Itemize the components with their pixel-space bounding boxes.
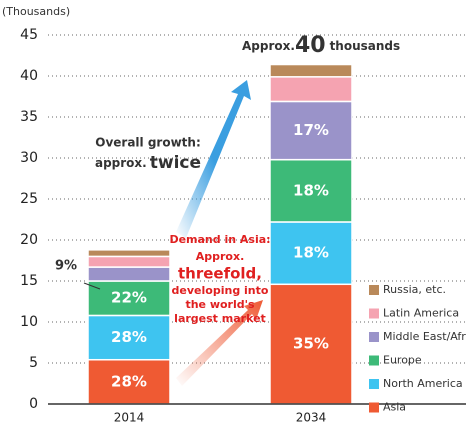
bar-segment <box>269 221 353 286</box>
data-label: 18% <box>293 181 329 199</box>
total-suffix: thousands <box>330 39 401 53</box>
bar-segment <box>87 280 171 317</box>
unit-label: (Thousands) <box>2 5 70 18</box>
data-label: 18% <box>293 244 329 262</box>
growth-line: approx. twice <box>95 153 201 173</box>
data-label: 22% <box>111 289 147 307</box>
asia-annotation-line: threefold, <box>178 265 262 283</box>
y-tick-label: 40 <box>20 68 38 84</box>
y-tick-label: 5 <box>29 355 38 371</box>
total-annotation: Approx.40 thousands <box>242 33 400 58</box>
legend-swatch <box>369 308 379 319</box>
asia-annotation-line: the world's <box>185 298 255 311</box>
legend-label: North America <box>383 377 463 390</box>
x-tick-label: 2014 <box>114 411 145 425</box>
data-label: 28% <box>111 328 147 346</box>
data-label: 35% <box>293 335 329 353</box>
growth-emphasis: twice <box>150 153 201 173</box>
y-tick-label: 0 <box>29 396 38 412</box>
asia-annotation-line: largest market <box>174 312 266 325</box>
asia-annotation-line: developing into <box>172 284 269 297</box>
y-tick-label: 35 <box>20 109 38 125</box>
data-label: 17% <box>293 121 329 139</box>
y-tick-label: 45 <box>20 27 38 43</box>
x-tick-label: 2034 <box>296 411 327 425</box>
total-number: 40 <box>295 33 326 58</box>
legend-label: Europe <box>383 354 422 367</box>
legend-label: Russia, etc. <box>383 283 446 296</box>
legend-label: Middle East/Africa <box>383 330 466 343</box>
asia-annotation-line: Approx. <box>196 250 245 263</box>
bar-segment <box>87 255 171 268</box>
asia-annotation-line: Demand in Asia: <box>169 233 270 246</box>
legend-label: Asia <box>383 401 406 414</box>
bar-segment <box>269 76 353 103</box>
growth-text: approx. <box>95 156 147 170</box>
legend-label: Latin America <box>383 307 459 320</box>
bar-segment <box>87 249 171 258</box>
bar-segment <box>269 158 353 223</box>
legend-swatch <box>369 355 379 366</box>
y-tick-label: 15 <box>20 273 38 289</box>
legend-swatch <box>369 379 379 389</box>
y-tick-label: 20 <box>20 232 38 248</box>
growth-arrow <box>176 80 251 238</box>
bar-segment <box>269 100 353 161</box>
total-prefix: Approx. <box>242 39 295 53</box>
y-tick-label: 10 <box>20 314 38 330</box>
y-tick-label: 30 <box>20 150 38 166</box>
leader-line <box>83 282 101 290</box>
legend-swatch <box>369 285 379 295</box>
legend-swatch <box>369 332 379 342</box>
legend-swatch <box>369 402 379 413</box>
data-label: 28% <box>111 372 147 390</box>
bar-segment <box>269 63 353 78</box>
y-tick-label: 25 <box>20 191 38 207</box>
growth-line: Overall growth: <box>95 136 201 150</box>
data-label: 9% <box>55 259 77 274</box>
bar-segment <box>87 314 171 361</box>
asia-arrow <box>176 300 263 386</box>
bar-segment <box>87 266 171 282</box>
